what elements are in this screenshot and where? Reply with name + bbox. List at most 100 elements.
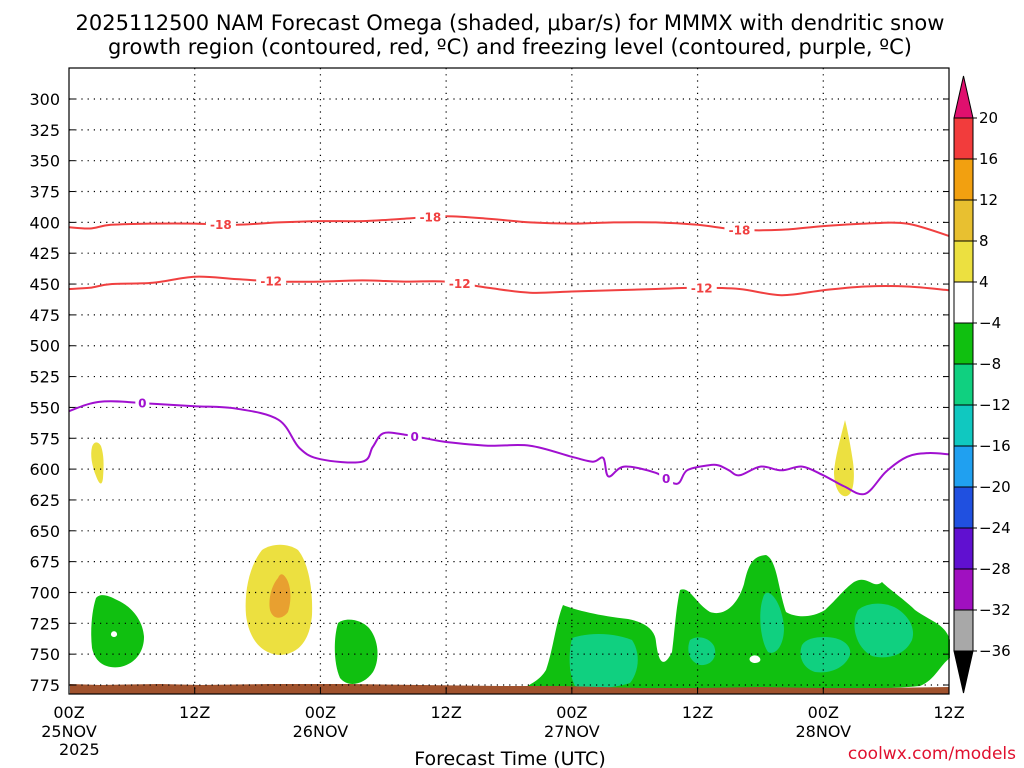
contour-label-bg: [444, 276, 475, 291]
y-tick-label: 450: [29, 275, 60, 294]
x-tick-label: 12Z: [430, 703, 461, 722]
colorbar-label: −20: [979, 478, 1011, 496]
colorbar-swatch: [953, 609, 974, 652]
omega-region-negative-mid: [334, 619, 378, 684]
omega-region-negative-core-d: [800, 637, 851, 673]
y-tick-label: 500: [29, 337, 60, 356]
contour-label: 0: [662, 472, 670, 486]
contour-label-bg: [135, 396, 150, 411]
omega-region-negative-core-a: [569, 634, 638, 689]
omega-region-negative-core-b: [688, 637, 716, 666]
y-tick-label: 325: [29, 121, 60, 140]
contour-label: 0: [411, 430, 419, 444]
colorbar-label: −8: [979, 355, 1001, 373]
colorbar-swatch: [953, 117, 974, 160]
colorbar: 20 16 12 8 4 −4 −8 −12 −16 −20 −24 −28 −32 −36: [953, 75, 1011, 694]
colorbar-label: 20: [979, 109, 998, 127]
contour-labels: -18 -18 -18 -12 -12 -12 0 0 0: [135, 210, 755, 486]
colorbar-swatch: [953, 363, 974, 406]
colorbar-label: 8: [979, 232, 989, 250]
colorbar-label: −36: [979, 642, 1011, 660]
colorbar-swatch: [953, 240, 974, 283]
colorbar-label: −28: [979, 560, 1011, 578]
y-tick-label: 725: [29, 614, 60, 633]
colorbar-swatch: [953, 158, 974, 201]
colorbar-label: −24: [979, 519, 1011, 537]
y-tick-label: 400: [29, 213, 60, 232]
y-tick-label: 675: [29, 553, 60, 572]
colorbar-label: 4: [979, 273, 989, 291]
omega-region-negative-left: [91, 595, 144, 668]
plot-frame: [68, 67, 950, 695]
omega-shading: [91, 420, 950, 693]
chart-title-line-2: growth region (contoured, red, ºC) and f…: [108, 35, 912, 59]
colorbar-swatch: [953, 527, 974, 570]
y-tick-label: 600: [29, 460, 60, 479]
x-tick-label: 12Z: [179, 703, 210, 722]
y-tick-label: 425: [29, 244, 60, 263]
omega-region-neutral-spot: [749, 655, 761, 663]
contour-line-freezing-level: [68, 400, 950, 496]
contour-label-bg: [724, 222, 755, 237]
contour-label: 0: [138, 397, 146, 411]
x-date-label: 26NOV: [293, 722, 349, 741]
y-tick-label: 550: [29, 398, 60, 417]
contour-lines: [68, 215, 950, 496]
contour-label-bg: [256, 274, 287, 289]
contour-label-bg: [659, 471, 674, 486]
plot-grid: [68, 68, 950, 694]
colorbar-swatch: [953, 486, 974, 529]
y-tick-label: 650: [29, 522, 60, 541]
colorbar-swatch: [953, 322, 974, 365]
contour-label: -12: [691, 281, 713, 295]
x-tick-label: 00Z: [305, 703, 336, 722]
y-tick-label: 575: [29, 429, 60, 448]
omega-region-positive-right: [834, 420, 854, 497]
colorbar-bottom-arrow: [953, 650, 974, 694]
contour-label: -12: [260, 275, 282, 289]
x-tick-label: 00Z: [808, 703, 839, 722]
x-date-label: 27NOV: [544, 722, 600, 741]
colorbar-swatch: [953, 199, 974, 242]
x-date-label: 25NOV: [41, 722, 97, 741]
omega-region-positive-core: [269, 574, 291, 618]
colorbar-label: −32: [979, 601, 1011, 619]
colorbar-label: 16: [979, 150, 998, 168]
omega-region-negative-core-e: [854, 603, 914, 658]
contour-label: -18: [729, 223, 751, 237]
x-tick-label: 12Z: [682, 703, 713, 722]
y-tick-label: 350: [29, 152, 60, 171]
colorbar-swatch: [953, 445, 974, 488]
contour-label: -18: [210, 218, 232, 232]
contour-line-dgz: [68, 275, 950, 297]
chart-title-line-1: 2025112500 NAM Forecast Omega (shaded, μ…: [76, 11, 945, 35]
y-tick-label: 625: [29, 491, 60, 510]
y-tick-label: 475: [29, 306, 60, 325]
y-tick-label: 775: [29, 676, 60, 695]
contour-label: -12: [449, 277, 471, 291]
colorbar-label: 12: [979, 191, 998, 209]
contour-line-dgz: [68, 215, 950, 237]
omega-region-neutral-spot-2: [110, 631, 118, 637]
y-tick-label: 375: [29, 183, 60, 202]
colorbar-label: −4: [979, 314, 1001, 332]
colorbar-swatch: [953, 568, 974, 611]
contour-label: -18: [420, 211, 442, 225]
x-year-label: 2025: [59, 740, 100, 759]
x-date-label: 28NOV: [795, 722, 851, 741]
colorbar-swatch: [953, 404, 974, 447]
ground-terrain: [70, 684, 949, 694]
omega-region-negative-core-c: [760, 592, 784, 653]
x-axis-title: Forecast Time (UTC): [414, 748, 605, 768]
colorbar-label: −16: [979, 437, 1011, 455]
contour-label-bg: [686, 280, 717, 295]
colorbar-label: −12: [979, 396, 1011, 414]
y-tick-label: 525: [29, 368, 60, 387]
credit-text: coolwx.com/models: [848, 744, 1016, 764]
omega-region-positive-small: [91, 442, 104, 484]
contour-label-bg: [407, 429, 422, 444]
y-tick-label: 750: [29, 645, 60, 664]
y-axis-labels: 300 325 350 375 400 425 450 475 500 525 550 575 600 6…: [29, 90, 60, 695]
